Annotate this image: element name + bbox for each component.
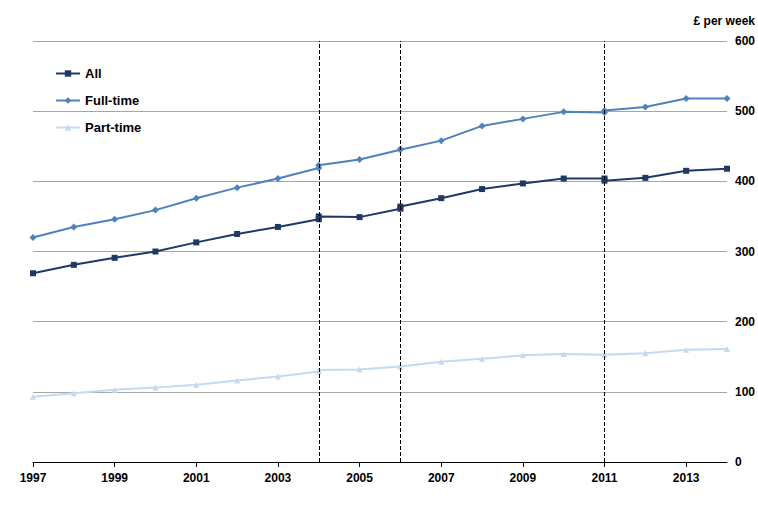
svg-text:£ per week: £ per week [694, 14, 756, 28]
svg-text:300: 300 [735, 245, 755, 259]
svg-text:2013: 2013 [673, 471, 700, 485]
svg-text:Full-time: Full-time [85, 93, 139, 108]
svg-text:1999: 1999 [101, 471, 128, 485]
svg-text:2001: 2001 [183, 471, 210, 485]
svg-text:All: All [85, 66, 102, 81]
svg-text:600: 600 [735, 34, 755, 48]
svg-text:Part-time: Part-time [85, 120, 141, 135]
svg-text:1997: 1997 [20, 471, 47, 485]
svg-text:2011: 2011 [591, 471, 617, 485]
svg-text:2003: 2003 [265, 471, 292, 485]
svg-text:100: 100 [735, 385, 755, 399]
svg-text:0: 0 [735, 455, 742, 469]
svg-text:500: 500 [735, 104, 755, 118]
svg-text:2005: 2005 [346, 471, 373, 485]
svg-text:400: 400 [735, 174, 755, 188]
svg-text:2009: 2009 [510, 471, 537, 485]
svg-text:200: 200 [735, 315, 755, 329]
svg-text:2007: 2007 [428, 471, 455, 485]
